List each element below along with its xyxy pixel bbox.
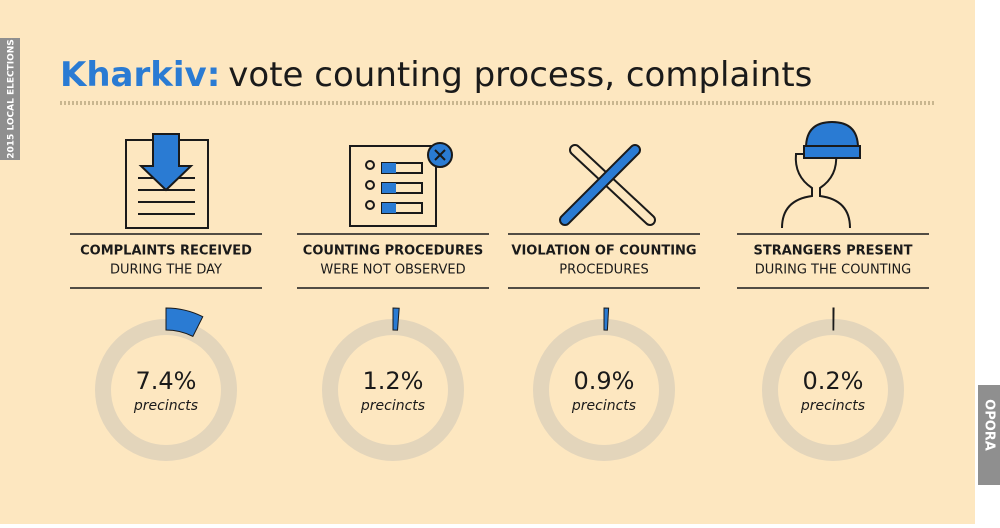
panel-title: STRANGERS PRESENT	[753, 244, 912, 259]
chart-title: Kharkiv: vote counting process, complaint…	[60, 55, 812, 95]
icon-bats	[559, 144, 656, 226]
unit-label: precincts	[133, 398, 198, 414]
panel-title: VIOLATION OF COUNTING	[511, 244, 696, 259]
side-strip	[0, 38, 20, 160]
panel-subtitle: WERE NOT OBSERVED	[320, 263, 465, 278]
side-label: 2015 LOCAL ELECTIONS	[7, 39, 17, 158]
logo: OPORA	[982, 399, 997, 451]
arc	[832, 307, 835, 331]
unit-label: precincts	[360, 398, 425, 414]
panel-subtitle: DURING THE DAY	[110, 263, 222, 278]
value-label: 0.9%	[574, 367, 635, 395]
arc	[165, 307, 204, 338]
unit-label: precincts	[800, 398, 865, 414]
panel-subtitle: DURING THE COUNTING	[755, 263, 912, 278]
value-label: 1.2%	[363, 367, 424, 395]
arc	[603, 307, 610, 331]
title-rest: vote counting process, complaints	[228, 55, 812, 95]
background	[0, 0, 975, 524]
logo-box	[978, 385, 1000, 485]
title-place: Kharkiv:	[60, 55, 220, 95]
value-label: 7.4%	[136, 367, 197, 395]
arc	[392, 307, 400, 331]
icon-document	[125, 133, 209, 229]
unit-label: precincts	[571, 398, 636, 414]
panel-title: COMPLAINTS RECEIVED	[80, 244, 252, 259]
panel-subtitle: PROCEDURES	[559, 263, 648, 278]
value-label: 0.2%	[803, 367, 864, 395]
icon-list	[349, 142, 453, 227]
panel-title: COUNTING PROCEDURES	[303, 244, 483, 259]
icon-person	[781, 120, 861, 229]
